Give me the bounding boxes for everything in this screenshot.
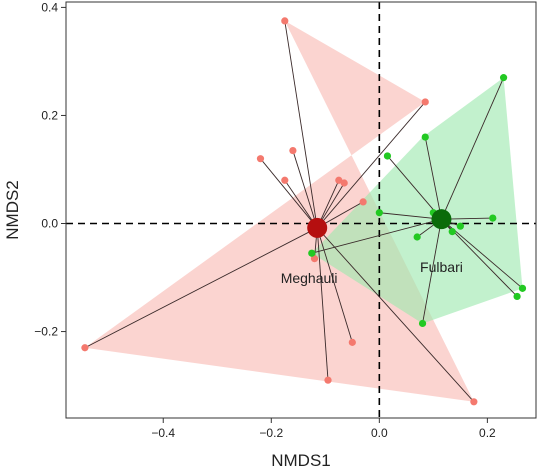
y-axis: −0.2 0.0 0.2 0.4: [34, 0, 66, 339]
centroid-layer: [307, 209, 452, 238]
y-tick-label: −0.2: [34, 325, 58, 339]
fulbari-point: [421, 133, 429, 141]
meghauli-point: [421, 98, 429, 106]
meghauli-spoke: [284, 20, 318, 228]
meghauli-point: [340, 179, 348, 187]
fulbari-point: [448, 228, 456, 236]
meghauli-point: [359, 198, 367, 206]
meghauli-spoke: [316, 227, 475, 403]
meghauli-point: [324, 376, 332, 384]
x-axis-title: NMDS1: [271, 451, 331, 470]
fulbari-point: [513, 292, 521, 301]
fulbari-point: [518, 284, 527, 292]
plot-frame: [65, 1, 537, 419]
fulbari-spoke: [379, 212, 442, 220]
meghauli-point: [281, 17, 289, 25]
x-tick-label: −0.2: [259, 426, 283, 440]
fulbari-spoke: [311, 218, 442, 254]
y-axis-title: NMDS2: [3, 180, 22, 240]
hull-layer: [84, 20, 523, 402]
fulbari-hull: [311, 77, 523, 324]
fulbari-point: [499, 74, 508, 82]
fulbari-spoke: [387, 155, 442, 220]
y-tick-label: 0.0: [41, 217, 58, 231]
meghauli-point: [310, 255, 319, 263]
y-tick-label: 0.4: [41, 0, 58, 14]
meghauli-spoke: [316, 227, 353, 343]
x-axis: −0.4 −0.2 0.0 0.2: [151, 418, 496, 440]
y-tick-label: 0.2: [41, 108, 58, 122]
meghauli-point: [348, 338, 356, 346]
x-tick-label: 0.2: [479, 426, 496, 440]
fulbari-point: [418, 319, 427, 328]
meghauli-centroid: [307, 217, 328, 238]
meghauli-point: [81, 344, 89, 352]
fulbari-point: [383, 152, 392, 160]
x-tick-label: 0.0: [371, 426, 388, 440]
meghauli-hull: [84, 20, 474, 402]
fulbari-label: Fulbari: [420, 259, 463, 275]
meghauli-point: [470, 398, 478, 406]
meghauli-spoke: [316, 101, 426, 229]
fulbari-point: [489, 214, 497, 222]
meghauli-point: [281, 176, 289, 184]
fulbari-point: [413, 233, 421, 241]
meghauli-spoke: [260, 158, 318, 229]
point-layer: [81, 17, 527, 406]
meghauli-spoke: [316, 227, 329, 381]
meghauli-point: [289, 146, 297, 155]
fulbari-spoke: [422, 219, 442, 324]
x-tick-label: −0.4: [151, 426, 175, 440]
meghauli-point: [335, 176, 343, 184]
meghauli-point: [256, 155, 265, 163]
meghauli-label: Meghauli: [281, 270, 338, 286]
group-labels: Meghauli Fulbari: [281, 259, 463, 286]
fulbari-spoke: [424, 136, 442, 220]
fulbari-spoke: [441, 77, 504, 220]
fulbari-point: [308, 249, 316, 257]
meghauli-spoke: [84, 227, 318, 349]
fulbari-point: [375, 209, 383, 217]
fulbari-point: [456, 222, 464, 230]
meghauli-spoke: [292, 150, 318, 228]
fulbari-centroid: [431, 209, 452, 230]
